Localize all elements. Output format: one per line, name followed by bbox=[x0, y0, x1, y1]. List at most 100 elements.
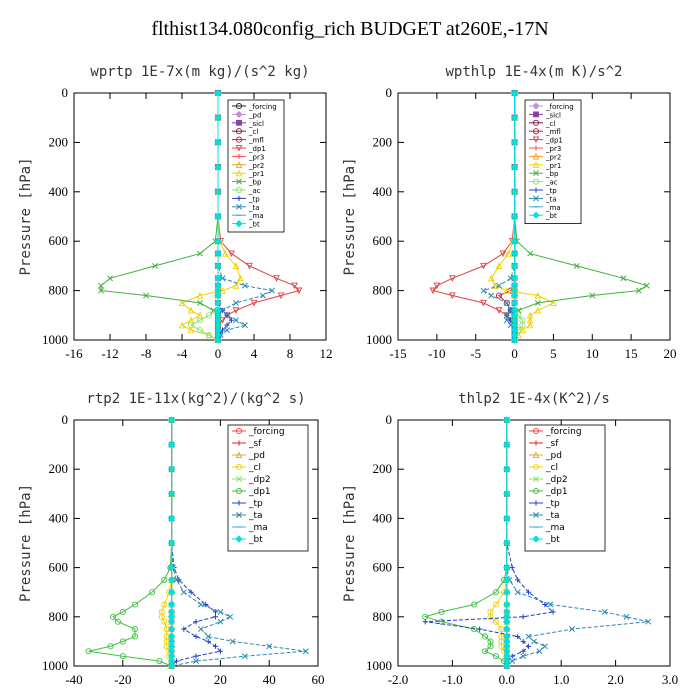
legend-label: _ma bbox=[545, 204, 561, 212]
data-point bbox=[573, 262, 580, 269]
x-tick-label: -12 bbox=[101, 346, 118, 361]
series-line bbox=[217, 93, 274, 341]
legend: _forcing_pd_sicl_cl_mfl_dp1_pr3_pr2_pr1_… bbox=[227, 99, 285, 233]
x-tick-label: 4 bbox=[251, 346, 258, 361]
data-point bbox=[550, 609, 556, 615]
data-point bbox=[509, 565, 515, 571]
data-point bbox=[536, 648, 543, 655]
series-line bbox=[432, 93, 516, 340]
data-point bbox=[229, 638, 236, 645]
legend-label: _pr2 bbox=[545, 153, 561, 161]
legend-label: _dp1 bbox=[248, 487, 271, 497]
x-tick-label: -40 bbox=[65, 672, 82, 687]
data-point bbox=[503, 588, 511, 596]
data-point bbox=[212, 614, 219, 620]
data-point bbox=[158, 613, 165, 620]
data-point bbox=[519, 322, 526, 329]
x-tick-label: 5 bbox=[550, 346, 557, 361]
y-tick-label: 0 bbox=[386, 412, 393, 427]
data-point bbox=[422, 619, 428, 625]
data-point bbox=[232, 307, 240, 314]
data-point bbox=[505, 249, 512, 257]
legend-label: _bp bbox=[248, 179, 262, 187]
legend-label: _dp1 bbox=[248, 145, 266, 153]
legend-label: _pr2 bbox=[248, 162, 264, 170]
data-point bbox=[161, 618, 168, 625]
data-point bbox=[520, 614, 526, 620]
legend-marker bbox=[532, 487, 540, 495]
data-point bbox=[525, 589, 532, 595]
data-point bbox=[167, 588, 176, 596]
data-point bbox=[197, 626, 204, 633]
x-tick-label: -15 bbox=[389, 346, 406, 361]
data-point bbox=[601, 608, 608, 615]
legend-label: _ma bbox=[545, 523, 565, 533]
legend-label: _sf bbox=[545, 439, 559, 449]
data-point bbox=[180, 589, 187, 596]
y-tick-label: 200 bbox=[49, 461, 69, 476]
y-tick-label: 400 bbox=[49, 184, 69, 199]
data-point bbox=[196, 291, 204, 299]
legend-marker bbox=[235, 102, 243, 110]
series-dp1 bbox=[429, 89, 518, 344]
legend-marker bbox=[235, 169, 243, 177]
data-point bbox=[242, 282, 248, 289]
data-point bbox=[503, 465, 511, 473]
chart-panel-2: wpthlp 1E-4x(m K)/s^2 Pressure [hPa] -15 -1… bbox=[342, 64, 677, 361]
x-tick-label: 0 bbox=[168, 672, 175, 687]
data-point bbox=[449, 275, 456, 282]
data-point bbox=[224, 322, 230, 328]
data-point bbox=[291, 282, 298, 290]
data-point bbox=[510, 163, 519, 171]
legend-marker bbox=[532, 451, 540, 459]
data-point bbox=[492, 589, 499, 596]
legend-marker bbox=[235, 219, 243, 228]
legend-label: _pr1 bbox=[545, 162, 561, 170]
data-point bbox=[503, 299, 510, 307]
legend-label: _ac bbox=[545, 179, 558, 187]
data-point bbox=[480, 262, 487, 270]
data-point bbox=[496, 282, 502, 289]
data-point bbox=[161, 576, 168, 583]
legend-label: _ta bbox=[545, 511, 560, 521]
data-point bbox=[181, 626, 187, 632]
data-point bbox=[509, 653, 515, 659]
y-tick-label: 200 bbox=[49, 134, 69, 149]
data-point bbox=[214, 237, 222, 245]
legend-marker bbox=[236, 476, 242, 482]
data-point bbox=[520, 638, 526, 644]
data-point bbox=[510, 237, 519, 245]
data-point bbox=[503, 600, 511, 609]
legend-marker bbox=[236, 153, 242, 159]
data-point bbox=[188, 589, 194, 595]
legend-label: _cl bbox=[248, 463, 261, 473]
plot-frame bbox=[73, 419, 319, 667]
data-point bbox=[495, 292, 503, 299]
data-point bbox=[438, 608, 445, 615]
y-tick-label: 800 bbox=[373, 283, 393, 298]
data-point bbox=[143, 292, 149, 299]
legend-label: _tp bbox=[248, 499, 263, 509]
data-point bbox=[197, 601, 204, 608]
data-point bbox=[503, 490, 511, 498]
data-point bbox=[212, 643, 219, 649]
data-point bbox=[503, 514, 511, 523]
y-tick-label: 800 bbox=[373, 609, 393, 624]
data-point bbox=[167, 490, 176, 498]
data-point bbox=[635, 287, 642, 294]
data-point bbox=[224, 327, 230, 334]
data-point bbox=[433, 282, 441, 290]
legend-label: _sf bbox=[248, 439, 262, 449]
data-point bbox=[114, 618, 121, 625]
data-point bbox=[227, 613, 234, 620]
y-tick-label: 800 bbox=[49, 609, 69, 624]
x-tick-label: -16 bbox=[65, 346, 83, 361]
x-tick-label: -4 bbox=[177, 346, 188, 361]
x-tick-label: -10 bbox=[428, 346, 445, 361]
legend-label: _ta bbox=[248, 511, 263, 521]
legend-marker bbox=[532, 535, 540, 543]
data-point bbox=[541, 643, 548, 650]
legend-label: _pd bbox=[248, 111, 261, 119]
legend-label: _sicl bbox=[545, 111, 561, 119]
